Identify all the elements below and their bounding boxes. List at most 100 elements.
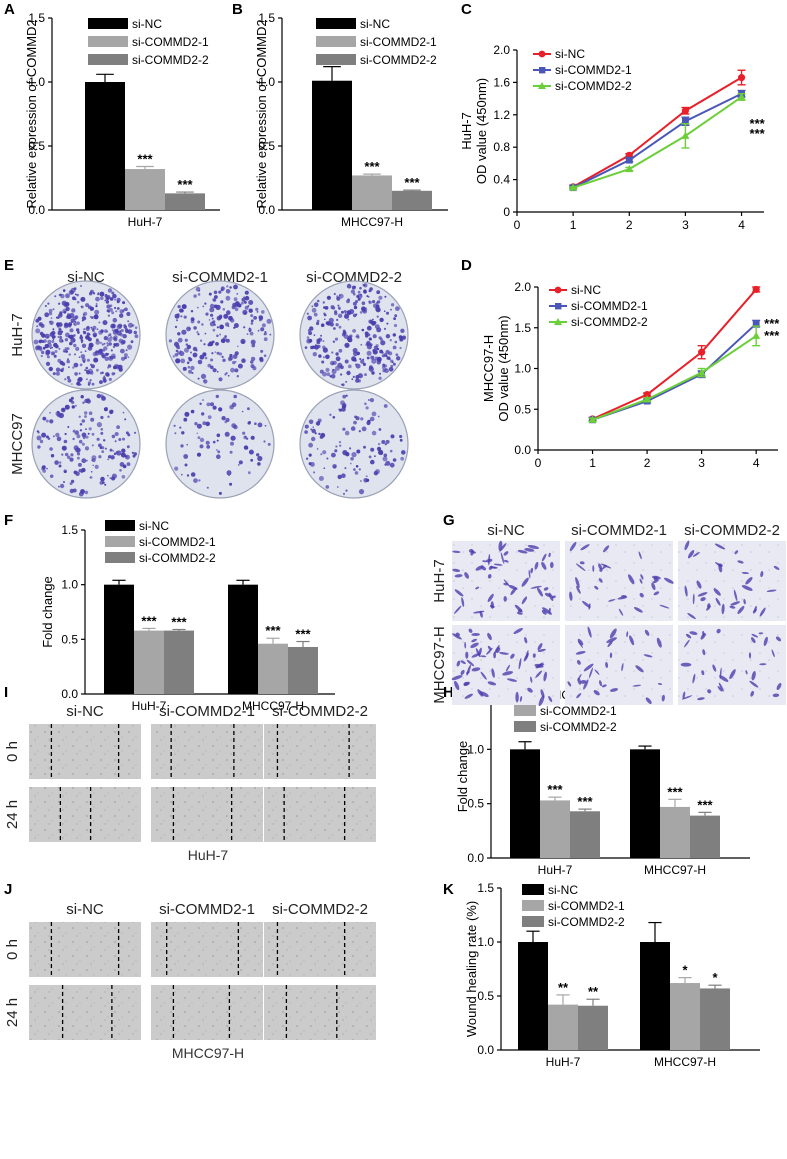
colony-dot (83, 328, 86, 331)
transwell-cell (652, 579, 659, 584)
colony-dot (394, 340, 398, 344)
transwell-cell (521, 596, 528, 605)
colony-dot (184, 463, 188, 467)
colony-dot (316, 299, 320, 303)
colony-dot (376, 301, 379, 304)
chart-a-legend-swatch (88, 36, 128, 47)
chart-f-ytick-label: 0.0 (61, 687, 78, 701)
colony-dot (99, 291, 105, 297)
transwell-cell (661, 694, 665, 702)
colony-dot (107, 458, 109, 461)
chart-d-legend-marker (554, 286, 562, 294)
transwell-cell (663, 577, 674, 584)
colony-dot (225, 289, 231, 294)
colony-dot (121, 475, 126, 479)
colony-dot (114, 298, 117, 301)
colony-dot (361, 301, 366, 306)
chart-c-line-si-nc (572, 76, 743, 188)
colony-dot (243, 326, 246, 329)
colony-dot (209, 303, 215, 309)
transwell-row-label: MHCC97-H (431, 626, 448, 704)
chart-b-bar-si-commd2-2 (392, 190, 432, 210)
transwell-cell (583, 663, 594, 672)
transwell-cell (575, 563, 586, 571)
colony-dot (337, 313, 343, 318)
chart-d-ytick-label: 1.5 (514, 321, 531, 335)
chart-c-point (682, 117, 689, 125)
colony-dot (357, 290, 361, 294)
colony-dot (61, 453, 64, 456)
colony-dot (69, 328, 74, 333)
colony-dot (81, 432, 87, 438)
colony-dot (212, 368, 217, 373)
colony-dot (210, 358, 214, 362)
colony-dot (50, 454, 55, 458)
colony-dot (111, 311, 115, 315)
colony-dot (175, 349, 179, 353)
colony-dot (92, 332, 98, 338)
colony-dot (180, 473, 183, 476)
transwell-cell (653, 591, 660, 596)
colony-dot (314, 344, 319, 350)
colony-dot (187, 365, 191, 369)
chart-f-bar-si-commd2-1 (134, 630, 164, 694)
transwell-cell (730, 601, 741, 606)
transwell-cell (541, 609, 547, 615)
transwell-cell (639, 578, 643, 584)
colony-dot (116, 307, 120, 310)
colony-dot (255, 307, 259, 311)
colony-dot (64, 452, 69, 457)
chart-d-legend-label: si-NC (571, 283, 601, 297)
colony-dot (126, 462, 131, 466)
colony-dot (68, 290, 74, 295)
transwell-cell (684, 639, 690, 648)
transwell-cell (606, 637, 618, 643)
colony-dot (197, 359, 203, 365)
colony-dot (100, 428, 104, 431)
colony-dot (79, 335, 83, 340)
transwell-cell (468, 548, 474, 553)
colony-dot (354, 471, 359, 475)
colony-dot (379, 337, 383, 341)
transwell-cell (503, 596, 507, 602)
scratch-caption: HuH-7 (188, 847, 229, 863)
colony-dot (218, 407, 223, 412)
colony-dot (59, 311, 63, 315)
transwell-cell (692, 551, 700, 557)
transwell-cell (707, 689, 712, 694)
chart-h-sig-label: *** (577, 794, 593, 809)
transwell-cell (687, 550, 695, 559)
colony-dot (224, 431, 230, 437)
colony-dot (54, 460, 59, 465)
colony-dot (89, 342, 92, 345)
colony-dot (374, 356, 379, 361)
colony-dot (216, 326, 219, 329)
scratch-row-label: 0 h (4, 741, 21, 762)
colony-dot (344, 359, 349, 364)
colony-dot (246, 333, 249, 335)
transwell-cell (576, 585, 581, 594)
transwell-cell (759, 607, 766, 617)
colony-dot (52, 328, 55, 331)
colony-dot (222, 308, 226, 311)
colony-dot (91, 432, 95, 436)
colony-dot (109, 448, 113, 452)
chart-c-xtick-label: 1 (570, 218, 577, 232)
chart-a-ytick-label: 1.5 (28, 11, 45, 25)
colony-dot (370, 459, 375, 465)
chart-b-legend-label: si-NC (360, 17, 390, 31)
colony-dot (59, 461, 62, 464)
colony-dot (206, 486, 209, 489)
transwell-cell (776, 682, 782, 691)
chart-h-sig-label: *** (697, 797, 713, 812)
colony-dot (400, 328, 405, 333)
chart-b-ytick-label: 0.5 (258, 139, 275, 153)
colony-dot (337, 474, 342, 480)
colony-dot (37, 445, 41, 449)
colony-dot (77, 378, 82, 383)
colony-dot (110, 349, 113, 352)
transwell-cell (536, 587, 544, 597)
colony-dot (259, 316, 264, 321)
colony-dot (362, 362, 366, 366)
colony-dot (96, 328, 99, 331)
